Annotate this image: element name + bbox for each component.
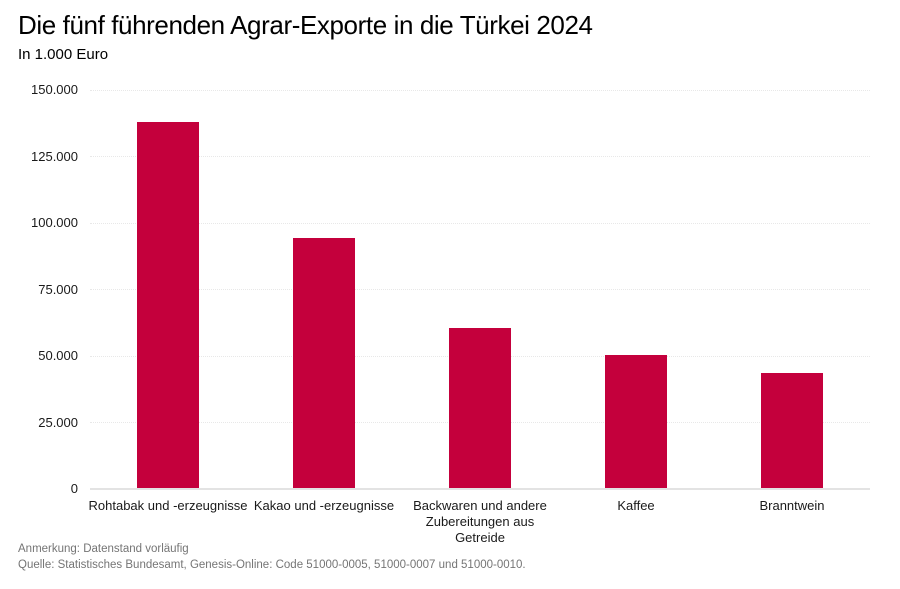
x-category-label-line: Rohtabak und -erzeugnisse [88,498,248,513]
x-category-label-line: Branntwein [759,498,825,513]
x-category-label: Rohtabak und -erzeugnisse [83,498,253,514]
x-category-label: Kaffee [551,498,721,514]
y-tick-label: 50.000 [38,348,78,363]
gridline [90,89,870,91]
source-text: Quelle: Statistisches Bundesamt, Genesis… [18,559,526,571]
y-tick-label: 25.000 [38,414,78,430]
x-category-label-line: Zubereitungen aus [425,514,535,529]
y-tick-label: 150.000 [31,82,78,97]
x-category-label: Backwaren und andere Zubereitungen aus Get… [395,498,565,546]
gridline [90,289,870,290]
bar [137,121,199,488]
gridline [90,156,870,157]
x-category-label-line: Kaffee [617,498,655,513]
gridline [90,222,870,224]
y-tick-label: 100.000 [31,215,78,230]
bar [761,373,823,488]
bar [449,328,511,488]
chart-subtitle: In 1.000 Euro [18,46,109,63]
bar [605,355,667,488]
y-tick-label: 0 [70,481,78,496]
x-category-label-line: Getreide [455,530,505,545]
y-tick-label: 75.000 [38,281,78,297]
chart-title: Die fünf führenden Agrar-Exporte in die … [18,10,593,40]
x-category-label-line: Backwaren und andere [413,498,547,513]
note-text: Anmerkung: Datenstand vorläufig [18,543,189,555]
x-axis-line [90,488,870,490]
x-category-label: Branntwein [707,498,877,514]
x-category-label: Kakao und -erzeugnisse [239,498,409,514]
y-tick-label: 125.000 [31,148,78,164]
bar [293,237,355,488]
x-category-label-line: Kakao und -erzeugnisse [253,498,395,513]
